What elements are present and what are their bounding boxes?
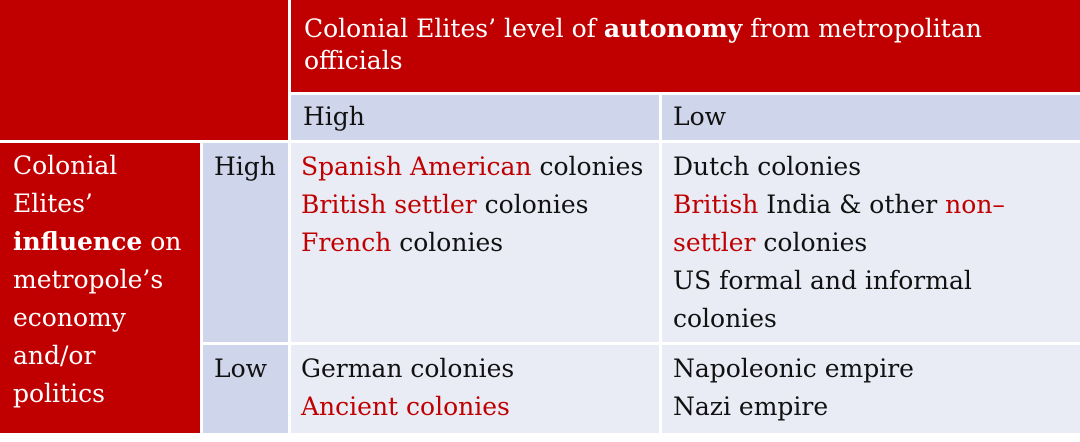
list-item: colonies [673, 304, 777, 333]
row-header-low: Low [203, 345, 288, 433]
row-header-title: Colonial Elites’ influence on metropole’… [0, 143, 200, 433]
cell-high-high: Spanish American colonies British settle… [291, 143, 659, 342]
corner-cell [0, 0, 288, 140]
row-header-high: High [203, 143, 288, 342]
column-header-high: High [291, 95, 659, 140]
column-header-line-2: officials [304, 46, 403, 75]
list-item: settler colonies [673, 228, 868, 257]
list-item: French colonies [301, 228, 504, 257]
list-item: Nazi empire [673, 392, 829, 421]
autonomy-keyword: autonomy [603, 14, 743, 43]
cell-low-low: Napoleonic empire Nazi empire [662, 345, 1080, 433]
column-header-title: Colonial Elites’ level of autonomy from … [291, 0, 1080, 92]
influence-keyword: influence [13, 227, 143, 256]
list-item: British India & other non– [673, 190, 1005, 219]
cell-high-low: Dutch colonies British India & other non… [662, 143, 1080, 342]
list-item: British settler colonies [301, 190, 589, 219]
list-item: German colonies [301, 354, 515, 383]
column-header-low: Low [662, 95, 1080, 140]
list-item: Napoleonic empire [673, 354, 914, 383]
column-header-line-1: Colonial Elites’ level of autonomy from … [304, 14, 982, 43]
list-item: US formal and informal [673, 266, 972, 295]
list-item: Ancient colonies [301, 392, 510, 421]
list-item: Dutch colonies [673, 152, 862, 181]
list-item: Spanish American colonies [301, 152, 644, 181]
cell-low-high: German colonies Ancient colonies [291, 345, 659, 433]
